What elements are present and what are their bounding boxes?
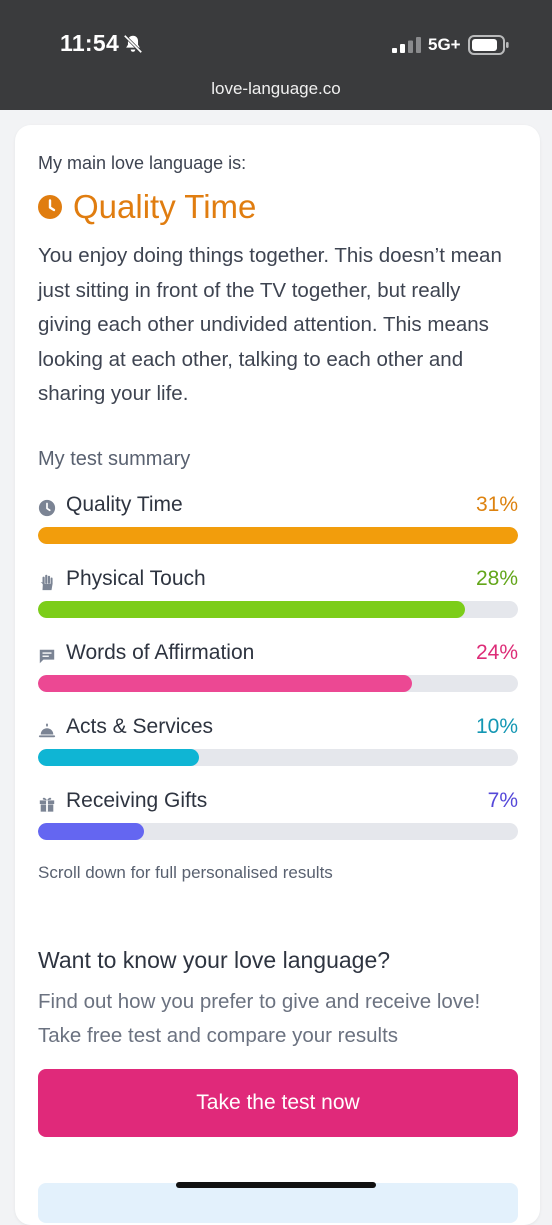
- signal-icon: [392, 37, 421, 53]
- service-bell-icon: [38, 723, 56, 738]
- progress-fill: [38, 601, 466, 618]
- battery-icon: [468, 35, 509, 55]
- status-bar: 11:54 5G+ love-language.co: [0, 0, 552, 110]
- progress-fill: [38, 527, 518, 544]
- bell-muted-icon: [123, 34, 143, 54]
- main-language-heading: Quality Time: [38, 185, 256, 229]
- progress-track: [38, 823, 518, 840]
- chat-icon: [39, 649, 55, 664]
- gift-icon: [39, 797, 55, 812]
- clock-icon: [38, 195, 62, 219]
- summary-row-percent: 7%: [487, 789, 518, 812]
- clock-icon: [38, 499, 56, 517]
- cta-description: Find out how you prefer to give and rece…: [38, 990, 481, 1047]
- hand-icon: [40, 574, 53, 591]
- status-time: 11:54: [60, 30, 120, 56]
- progress-track: [38, 675, 518, 692]
- summary-heading: My test summary: [38, 448, 191, 470]
- main-language-intro: My main love language is:: [38, 153, 247, 173]
- summary-row-physical-touch: Physical Touch 28%: [38, 567, 518, 627]
- main-language-title: Quality Time: [73, 188, 257, 225]
- take-test-button[interactable]: Take the test now: [38, 1069, 518, 1137]
- summary-row-words-of-affirmation: Words of Affirmation 24%: [38, 641, 518, 701]
- summary-row-label: Words of Affirmation: [66, 641, 255, 664]
- main-language-description: You enjoy doing things together. This do…: [38, 244, 502, 405]
- summary-row-receiving-gifts: Receiving Gifts 7%: [38, 789, 518, 849]
- progress-fill: [38, 749, 199, 766]
- summary-row-label: Acts & Services: [66, 715, 214, 738]
- summary-row-quality-time: Quality Time 31%: [38, 493, 518, 553]
- summary-row-percent: 31%: [475, 493, 518, 516]
- summary-row-percent: 24%: [475, 641, 518, 664]
- cta-title: Want to know your love language?: [38, 947, 391, 973]
- home-indicator: [176, 1182, 376, 1188]
- progress-track: [38, 527, 518, 544]
- summary-row-label: Physical Touch: [66, 567, 206, 590]
- network-label: 5G+: [428, 35, 461, 54]
- summary-row-percent: 28%: [475, 567, 518, 590]
- result-card: My main love language is: Quality Time Y…: [15, 125, 540, 1225]
- progress-fill: [38, 823, 144, 840]
- next-section-panel: [38, 1183, 518, 1223]
- summary-row-label: Quality Time: [66, 493, 183, 516]
- progress-fill: [38, 675, 413, 692]
- progress-track: [38, 601, 518, 618]
- scroll-hint: Scroll down for full personalised result…: [38, 863, 333, 882]
- summary-row-acts-services: Acts & Services 10%: [38, 715, 518, 775]
- summary-row-label: Receiving Gifts: [66, 789, 208, 812]
- progress-track: [38, 749, 518, 766]
- address-bar-url[interactable]: love-language.co: [211, 79, 341, 98]
- summary-row-percent: 10%: [475, 715, 518, 738]
